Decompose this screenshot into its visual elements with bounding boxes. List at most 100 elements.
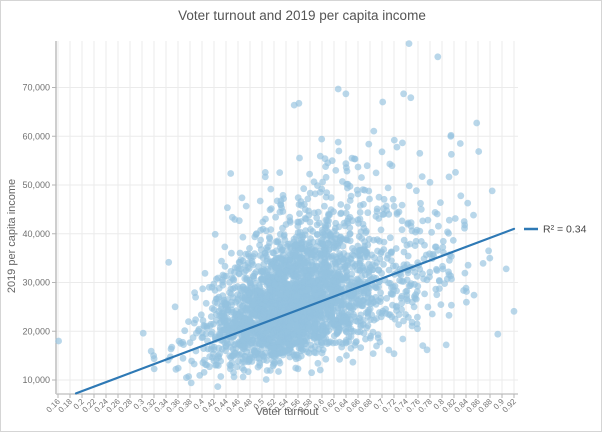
scatter-point <box>265 279 273 287</box>
scatter-point <box>257 293 265 300</box>
scatter-point <box>263 367 271 374</box>
scatter-point <box>358 174 365 181</box>
scatter-point <box>448 150 455 158</box>
scatter-point <box>302 227 309 235</box>
scatter-point <box>240 322 248 330</box>
scatter-point <box>274 301 282 308</box>
scatter-point <box>310 333 318 341</box>
scatter-point <box>324 301 331 308</box>
scatter-point <box>439 262 446 270</box>
scatter-point <box>202 361 209 368</box>
scatter-point <box>424 303 432 311</box>
scatter-point <box>410 303 418 311</box>
scatter-point <box>226 361 234 369</box>
scatter-point <box>322 355 330 363</box>
scatter-point <box>215 293 223 301</box>
scatter-point <box>312 315 319 322</box>
scatter-point <box>399 335 407 343</box>
scatter-point <box>272 213 279 221</box>
scatter-point <box>216 350 224 358</box>
scatter-point <box>275 338 282 345</box>
scatter-point <box>200 322 208 329</box>
scatter-point <box>261 169 269 176</box>
scatter-point <box>245 341 253 348</box>
scatter-point <box>448 301 455 309</box>
scatter-point <box>150 365 158 373</box>
scatter-point <box>279 191 287 199</box>
scatter-point <box>267 205 275 213</box>
scatter-point <box>340 255 348 263</box>
scatter-point <box>249 336 257 344</box>
scatter-point <box>262 215 269 223</box>
scatter-point <box>311 343 319 351</box>
scatter-point <box>372 169 380 177</box>
scatter-point <box>361 238 368 246</box>
scatter-point <box>411 242 419 250</box>
scatter-point <box>441 280 448 287</box>
scatter-point-notable <box>244 368 252 376</box>
scatter-point <box>398 201 406 209</box>
scatter-point <box>254 305 262 312</box>
scatter-point <box>242 202 250 210</box>
scatter-point <box>327 286 335 294</box>
scatter-point <box>319 178 326 186</box>
scatter-point <box>346 237 354 245</box>
scatter-point <box>355 301 362 309</box>
scatter-point <box>210 306 218 313</box>
scatter-point <box>286 323 293 330</box>
scatter-point <box>285 335 292 342</box>
scatter-point <box>384 184 392 192</box>
scatter-point <box>190 319 198 327</box>
scatter-point <box>413 226 421 234</box>
scatter-point <box>252 231 260 238</box>
scatter-point <box>371 254 378 262</box>
scatter-point <box>479 260 487 267</box>
y-tick-label: 40,000 <box>22 229 50 239</box>
scatter-point <box>403 241 411 249</box>
scatter-point <box>280 307 287 315</box>
scatter-point <box>339 301 346 309</box>
scatter-point <box>367 316 374 324</box>
scatter-point-notable <box>434 53 442 61</box>
scatter-point <box>265 351 273 359</box>
scatter-point <box>306 218 314 226</box>
scatter-point <box>255 287 263 295</box>
scatter-point <box>297 245 305 253</box>
legend[interactable]: R² = 0.34 <box>524 224 587 236</box>
scatter-point <box>473 119 481 127</box>
scatter-point <box>266 322 274 330</box>
scatter-point <box>379 98 387 106</box>
y-tick-label: 30,000 <box>22 278 50 288</box>
scatter-point <box>433 265 440 273</box>
scatter-point-notable <box>494 330 502 338</box>
scatter-point <box>180 341 187 348</box>
scatter-point <box>382 202 390 210</box>
scatter-point <box>202 299 210 307</box>
scatter-point <box>418 173 426 181</box>
scatter-point-notable <box>262 376 270 383</box>
scatter-point <box>413 320 421 328</box>
scatter-point <box>360 289 367 296</box>
scatter-point <box>389 301 396 309</box>
scatter-point <box>257 325 265 333</box>
scatter-point <box>345 333 353 340</box>
scatter-point <box>341 264 349 271</box>
scatter-point <box>190 360 198 368</box>
scatter-point <box>405 182 413 190</box>
scatter-point <box>248 354 255 362</box>
scatter-point <box>462 284 470 292</box>
scatter-point <box>221 243 229 251</box>
y-axis-title: 2019 per capita income <box>6 179 18 293</box>
scatter-point <box>413 273 421 280</box>
scatter-point <box>433 210 441 218</box>
scatter-point <box>405 314 412 321</box>
scatter-point <box>293 254 301 262</box>
scatter-point <box>255 263 262 270</box>
scatter-point <box>354 318 361 325</box>
scatter-point <box>366 305 374 313</box>
scatter-point <box>278 331 285 338</box>
scatter-point <box>257 226 264 234</box>
scatter-point <box>342 90 350 98</box>
scatter-point <box>445 268 452 276</box>
